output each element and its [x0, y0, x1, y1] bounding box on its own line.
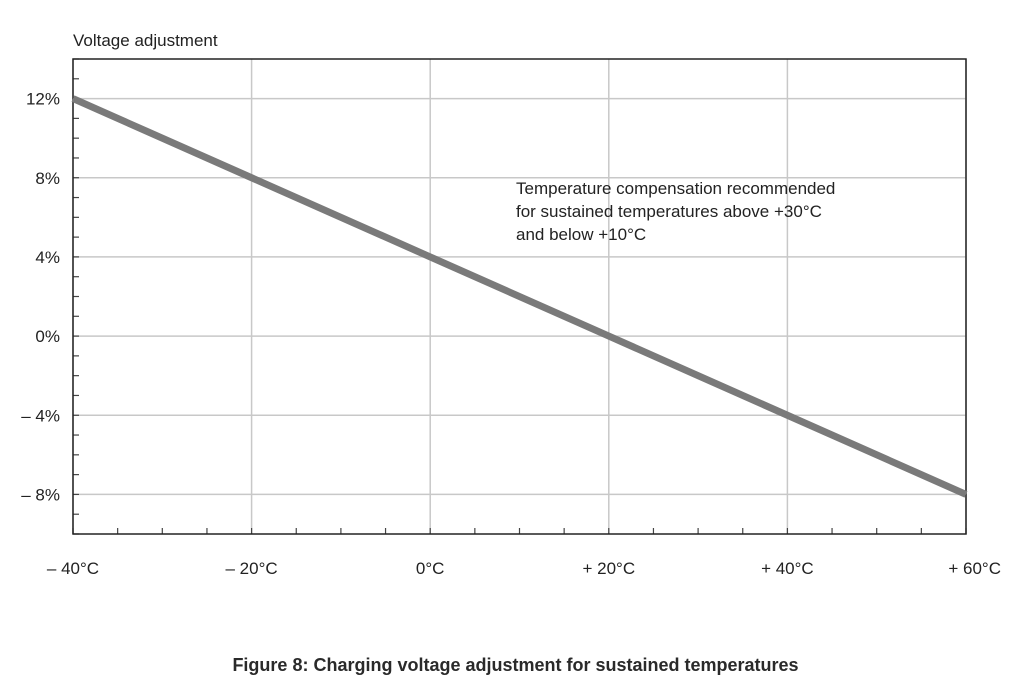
- figure-caption: Figure 8: Charging voltage adjustment fo…: [232, 655, 799, 675]
- x-tick-label: + 60°C: [948, 559, 1001, 578]
- x-tick-label: + 20°C: [582, 559, 635, 578]
- y-tick-label: – 8%: [21, 485, 60, 504]
- y-tick-labels: 12% 8% 4% 0% – 4% – 8%: [21, 90, 60, 505]
- x-tick-label: + 40°C: [761, 559, 814, 578]
- series-line: [71, 95, 968, 498]
- voltage-adjustment-chart: – 40°C – 20°C 0°C + 20°C + 40°C + 60°C 12% 8% 4…: [21, 31, 1001, 578]
- x-tick-label: – 20°C: [226, 559, 278, 578]
- x-tick-label: – 40°C: [47, 559, 99, 578]
- y-tick-label: 12%: [26, 90, 60, 109]
- y-tick-label: 8%: [35, 169, 60, 188]
- plot-frame: [72, 58, 967, 535]
- annotation-line-2: for sustained temperatures above +30°C: [516, 202, 822, 221]
- x-tick-label: 0°C: [416, 559, 445, 578]
- y-tick-label: – 4%: [21, 406, 60, 425]
- series-layer: [71, 95, 968, 498]
- annotation-line-3: and below +10°C: [516, 225, 646, 244]
- annotation-text: Temperature compensation recommended for…: [516, 179, 840, 244]
- annotation-line-1: Temperature compensation recommended: [516, 179, 835, 198]
- y-tick-label: 4%: [35, 248, 60, 267]
- x-tick-labels: – 40°C – 20°C 0°C + 20°C + 40°C + 60°C: [47, 559, 1001, 578]
- y-tick-label: 0%: [35, 327, 60, 346]
- y-axis-label: Voltage adjustment: [73, 31, 218, 50]
